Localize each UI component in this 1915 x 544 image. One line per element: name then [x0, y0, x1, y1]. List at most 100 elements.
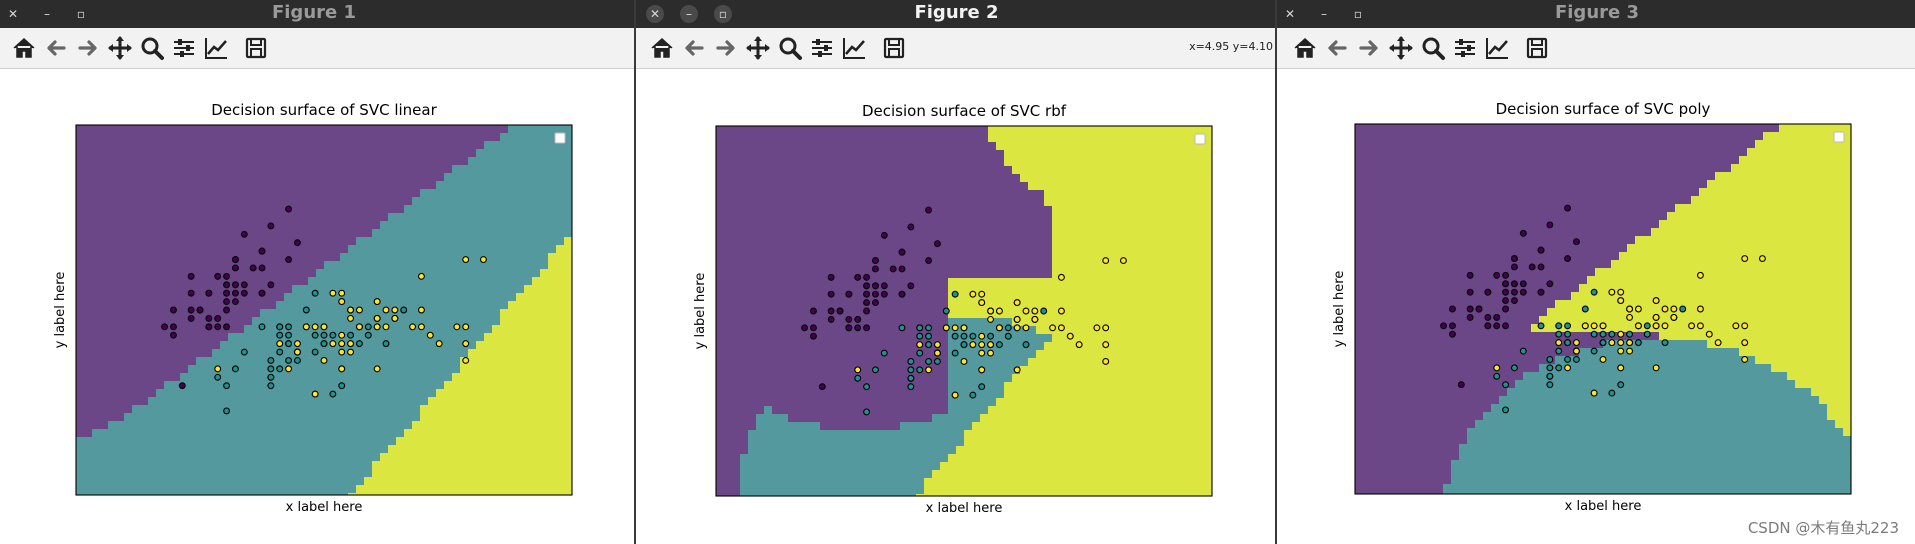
- region-cell-class0: [860, 182, 869, 191]
- region-cell-class2: [1148, 182, 1157, 191]
- region-cell-class1: [396, 261, 405, 270]
- region-cell-class0: [860, 318, 869, 327]
- region-cell-class0: [916, 246, 925, 255]
- region-cell-class1: [972, 342, 981, 351]
- region-cell-class1: [508, 181, 517, 190]
- region-cell-class2: [1172, 326, 1181, 335]
- region-cell-class0: [164, 349, 173, 358]
- region-cell-class0: [796, 238, 805, 247]
- region-cell-class1: [516, 125, 525, 134]
- region-cell-class0: [964, 246, 973, 255]
- region-cell-class0: [172, 229, 181, 238]
- region-cell-class1: [284, 477, 293, 486]
- home-icon[interactable]: [10, 34, 38, 62]
- home-icon[interactable]: [648, 34, 676, 62]
- region-cell-class1: [244, 381, 253, 390]
- region-cell-class0: [340, 221, 349, 230]
- region-cell-class0: [1036, 198, 1045, 207]
- region-cell-class1: [492, 301, 501, 310]
- region-cell-class2: [1164, 166, 1173, 175]
- region-cell-class0: [716, 222, 725, 231]
- region-cell-class0: [756, 278, 765, 287]
- region-cell-class1: [260, 349, 269, 358]
- close-icon[interactable]: ✕: [7, 7, 19, 21]
- back-icon[interactable]: [680, 34, 708, 62]
- region-cell-class0: [780, 238, 789, 247]
- region-cell-class0: [812, 158, 821, 167]
- maximize-icon[interactable]: ▫: [76, 7, 86, 21]
- region-cell-class0: [100, 141, 109, 150]
- region-cell-class1: [444, 205, 453, 214]
- region-cell-class2: [1060, 230, 1069, 239]
- region-cell-class0: [956, 166, 965, 175]
- region-cell-class0: [980, 142, 989, 151]
- region-cell-class1: [148, 421, 157, 430]
- region-cell-class1: [404, 381, 413, 390]
- region-cell-class2: [428, 493, 437, 495]
- region-cell-class0: [932, 166, 941, 175]
- region-cell-class1: [484, 277, 493, 286]
- close-icon[interactable]: ✕: [646, 5, 664, 23]
- region-cell-class2: [988, 126, 997, 135]
- scatter-point-class2: [462, 357, 470, 364]
- scatter-point-class1: [329, 390, 337, 398]
- region-cell-class2: [1148, 238, 1157, 247]
- edit-axis-icon[interactable]: [202, 34, 230, 62]
- region-cell-class1: [460, 261, 469, 270]
- region-cell-class0: [772, 142, 781, 151]
- region-cell-class2: [500, 421, 509, 430]
- maximize-icon[interactable]: ▫: [714, 5, 732, 23]
- region-cell-class1: [388, 301, 397, 310]
- region-cell-class0: [284, 173, 293, 182]
- region-cell-class1: [284, 437, 293, 446]
- region-cell-class0: [124, 237, 133, 246]
- configure-subplots-icon[interactable]: [170, 34, 198, 62]
- region-cell-class0: [364, 189, 373, 198]
- region-cell-class1: [300, 445, 309, 454]
- configure-subplots-icon[interactable]: [808, 34, 836, 62]
- figure-window-2: ✕ – ▫ Figure 2 x=4.95 y=4.10 Decision su…: [634, 0, 1277, 544]
- back-icon[interactable]: [42, 34, 70, 62]
- minimize-icon[interactable]: –: [44, 7, 50, 21]
- forward-icon[interactable]: [712, 34, 740, 62]
- pan-icon[interactable]: [106, 34, 134, 62]
- region-cell-class0: [772, 326, 781, 335]
- region-cell-class2: [1196, 126, 1205, 135]
- edit-axis-icon[interactable]: [840, 34, 868, 62]
- region-cell-class1: [188, 429, 197, 438]
- region-cell-class2: [516, 357, 525, 366]
- region-cell-class1: [532, 133, 541, 142]
- region-cell-class2: [516, 445, 525, 454]
- region-cell-class2: [1084, 342, 1093, 351]
- minimize-icon[interactable]: –: [680, 5, 698, 23]
- region-cell-class0: [900, 278, 909, 287]
- save-icon[interactable]: [242, 34, 270, 62]
- region-cell-class0: [756, 190, 765, 199]
- region-cell-class0: [76, 285, 85, 294]
- region-cell-class1: [500, 205, 509, 214]
- region-cell-class2: [1068, 310, 1077, 319]
- region-cell-class1: [164, 381, 173, 390]
- region-cell-class1: [356, 237, 365, 246]
- region-cell-class0: [1012, 206, 1021, 215]
- region-cell-class2: [548, 357, 557, 366]
- region-cell-class1: [212, 421, 221, 430]
- region-cell-class2: [1108, 182, 1117, 191]
- region-cell-class0: [996, 262, 1005, 271]
- region-cell-class0: [252, 197, 261, 206]
- save-icon[interactable]: [880, 34, 908, 62]
- zoom-icon[interactable]: [138, 34, 166, 62]
- region-cell-class0: [108, 181, 117, 190]
- region-cell-class1: [124, 429, 133, 438]
- region-cell-class1: [468, 333, 477, 342]
- pan-icon[interactable]: [744, 34, 772, 62]
- region-cell-class2: [1132, 158, 1141, 167]
- region-cell-class1: [404, 221, 413, 230]
- forward-icon[interactable]: [74, 34, 102, 62]
- region-cell-class1: [132, 485, 141, 494]
- zoom-icon[interactable]: [776, 34, 804, 62]
- region-cell-class1: [332, 325, 341, 334]
- region-cell-class2: [980, 294, 989, 303]
- region-cell-class0: [756, 350, 765, 359]
